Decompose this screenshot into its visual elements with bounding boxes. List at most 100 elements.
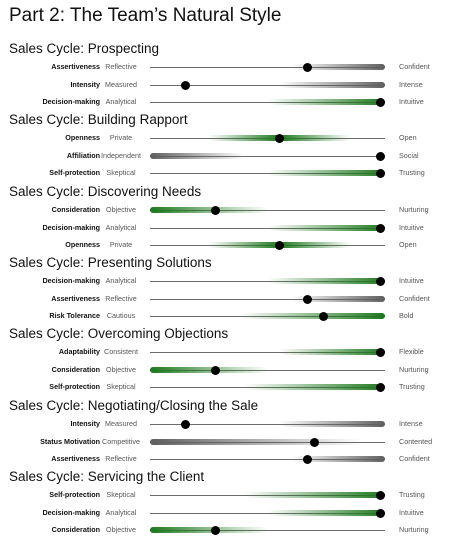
high-anchor-label: Intense xyxy=(399,79,423,89)
score-marker xyxy=(375,491,385,500)
range-band xyxy=(150,207,268,213)
range-band xyxy=(150,527,268,534)
trait-row: Affiliation Independent Social xyxy=(0,149,450,163)
score-marker xyxy=(211,526,221,536)
score-marker xyxy=(375,348,385,357)
scale-track xyxy=(150,459,385,461)
range-band xyxy=(279,421,385,427)
trait-label: Intensity xyxy=(70,419,100,428)
scale-track xyxy=(150,67,385,68)
trait-row: Openness Private Open xyxy=(0,238,450,252)
trait-label: Affiliation xyxy=(66,150,100,160)
range-band xyxy=(267,99,385,106)
trait-row: Intensity Measured Intense xyxy=(0,417,450,431)
range-band xyxy=(239,313,385,320)
low-anchor-label: Objective xyxy=(106,205,136,214)
trait-row: Decision-making Analytical Intuitive xyxy=(0,95,450,109)
trait-row: Self-protection Skeptical Trusting xyxy=(0,488,450,502)
range-band xyxy=(279,349,385,355)
score-marker xyxy=(375,383,385,393)
low-anchor-label: Objective xyxy=(106,525,136,535)
low-anchor-label: Private xyxy=(109,133,133,142)
trait-label: Risk Tolerance xyxy=(49,311,100,321)
high-anchor-label: Trusting xyxy=(399,168,425,178)
high-anchor-label: Intuitive xyxy=(399,222,424,232)
score-marker xyxy=(302,63,312,72)
high-anchor-label: Intuitive xyxy=(399,507,424,517)
scale-track xyxy=(150,210,385,211)
trait-row: Consideration Objective Nurturing xyxy=(0,203,450,217)
scale-track xyxy=(150,84,385,86)
page-title: Part 2: The Team’s Natural Style xyxy=(9,5,282,26)
section-title: Sales Cycle: Presenting Solutions xyxy=(9,255,212,270)
score-marker xyxy=(274,134,284,143)
trait-row: Status Motivation Competitive Contented xyxy=(0,435,450,449)
range-band xyxy=(267,224,385,231)
section-title: Sales Cycle: Building Rapport xyxy=(9,112,188,127)
trait-row: Intensity Measured Intense xyxy=(0,78,450,92)
range-band xyxy=(150,152,244,159)
trait-label: Decision-making xyxy=(42,222,100,232)
low-anchor-label: Skeptical xyxy=(106,382,136,392)
scale-track xyxy=(150,369,385,371)
trait-label: Status Motivation xyxy=(40,436,100,446)
low-anchor-label: Cautious xyxy=(106,311,136,321)
high-anchor-label: Social xyxy=(399,150,419,160)
low-anchor-label: Objective xyxy=(106,364,136,374)
trait-row: Adaptability Consistent Flexible xyxy=(0,345,450,359)
range-band xyxy=(291,295,385,302)
trait-label: Self-protection xyxy=(49,168,100,178)
trait-label: Consideration xyxy=(51,205,100,214)
score-marker xyxy=(211,206,221,215)
trait-label: Consideration xyxy=(51,525,100,535)
range-band xyxy=(291,64,385,70)
trait-row: Assertiveness Reflective Confident xyxy=(0,292,450,306)
score-marker xyxy=(375,223,385,233)
range-band xyxy=(244,384,385,391)
score-marker xyxy=(302,294,312,304)
score-marker xyxy=(375,98,385,108)
score-marker xyxy=(310,437,319,447)
trait-label: Consideration xyxy=(51,364,100,374)
high-anchor-label: Trusting xyxy=(399,382,425,392)
range-band xyxy=(291,456,385,463)
low-anchor-label: Analytical xyxy=(105,222,137,232)
trait-label: Intensity xyxy=(70,79,100,89)
score-marker xyxy=(302,455,312,465)
low-anchor-label: Analytical xyxy=(105,507,137,517)
trait-label: Openness xyxy=(65,133,100,142)
range-band xyxy=(150,366,268,373)
high-anchor-label: Nurturing xyxy=(399,205,429,214)
low-anchor-label: Measured xyxy=(105,419,137,428)
section-title: Sales Cycle: Prospecting xyxy=(9,41,160,56)
trait-row: Consideration Objective Nurturing xyxy=(0,523,450,537)
range-band xyxy=(244,492,385,498)
trait-row: Assertiveness Reflective Confident xyxy=(0,60,450,74)
high-anchor-label: Nurturing xyxy=(399,525,429,535)
score-marker xyxy=(375,508,385,518)
low-anchor-label: Reflective xyxy=(105,293,137,303)
high-anchor-label: Intense xyxy=(399,419,423,428)
high-anchor-label: Confident xyxy=(399,62,430,71)
high-anchor-label: Flexible xyxy=(399,347,424,356)
section-title: Sales Cycle: Overcoming Objections xyxy=(9,326,229,341)
high-anchor-label: Intuitive xyxy=(399,97,424,107)
score-marker xyxy=(375,277,385,286)
low-anchor-label: Analytical xyxy=(105,97,137,107)
score-marker xyxy=(319,312,329,322)
trait-label: Assertiveness xyxy=(51,62,100,71)
high-anchor-label: Confident xyxy=(399,454,430,464)
trait-row: Assertiveness Reflective Confident xyxy=(0,452,450,466)
scale-track xyxy=(150,352,385,353)
trait-row: Self-protection Skeptical Trusting xyxy=(0,166,450,180)
section-title: Sales Cycle: Negotiating/Closing the Sal… xyxy=(9,398,259,413)
trait-row: Consideration Objective Nurturing xyxy=(0,363,450,377)
low-anchor-label: Independent xyxy=(101,150,141,160)
trait-label: Adaptability xyxy=(58,347,100,356)
score-marker xyxy=(274,241,284,251)
trait-label: Decision-making xyxy=(42,507,100,517)
range-band xyxy=(267,170,385,177)
low-anchor-label: Reflective xyxy=(105,454,137,464)
score-marker xyxy=(375,151,385,161)
high-anchor-label: Confident xyxy=(399,293,430,303)
